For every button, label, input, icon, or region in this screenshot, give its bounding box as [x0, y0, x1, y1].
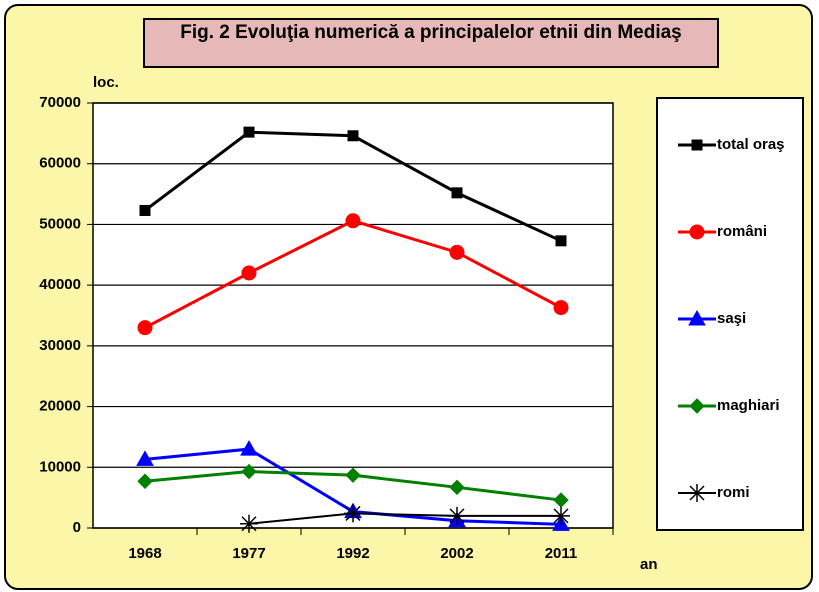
- marker: [689, 224, 705, 240]
- marker: [347, 130, 359, 142]
- legend-label: maghiari: [717, 397, 780, 414]
- marker: [241, 463, 257, 480]
- y-tick-label: 70000: [39, 94, 81, 111]
- y-axis-label: loc.: [93, 74, 119, 91]
- chart-title: Fig. 2 Evoluţia numerică a principalelor…: [143, 18, 719, 68]
- marker: [448, 506, 466, 525]
- y-tick-label: 50000: [39, 215, 81, 232]
- series-line: [248, 512, 561, 525]
- y-tick-label: 40000: [39, 276, 81, 293]
- marker: [137, 320, 153, 336]
- marker: [451, 187, 463, 199]
- marker: [136, 450, 154, 466]
- marker: [689, 398, 705, 414]
- x-tick-label: 1977: [232, 545, 265, 562]
- legend-label: români: [717, 223, 767, 240]
- marker: [345, 467, 361, 483]
- legend-box: [656, 97, 804, 531]
- legend-label: total oraş: [717, 136, 785, 153]
- y-tick-label: 20000: [39, 398, 81, 415]
- y-tick-label: 60000: [39, 155, 81, 172]
- x-tick-label: 1992: [336, 545, 369, 562]
- marker: [137, 473, 153, 489]
- marker: [555, 235, 567, 247]
- marker: [241, 265, 257, 281]
- marker: [243, 126, 255, 138]
- marker: [344, 504, 362, 523]
- y-tick-label: 10000: [39, 458, 81, 475]
- marker: [553, 300, 569, 316]
- x-axis-label: an: [640, 556, 658, 573]
- y-tick-label: 0: [73, 519, 81, 536]
- marker: [688, 484, 706, 502]
- marker: [139, 204, 151, 216]
- y-tick-label: 30000: [39, 337, 81, 354]
- legend-label: saşi: [717, 310, 746, 327]
- x-tick-label: 1968: [128, 545, 161, 562]
- marker: [449, 479, 465, 496]
- marker: [449, 244, 465, 260]
- marker: [240, 514, 258, 533]
- marker: [240, 440, 258, 456]
- legend-label: romi: [717, 484, 750, 501]
- marker: [345, 213, 361, 229]
- x-tick-label: 2011: [545, 545, 578, 562]
- x-tick-label: 2002: [440, 545, 473, 562]
- marker: [691, 139, 703, 151]
- marker: [688, 309, 706, 326]
- marker: [552, 506, 570, 525]
